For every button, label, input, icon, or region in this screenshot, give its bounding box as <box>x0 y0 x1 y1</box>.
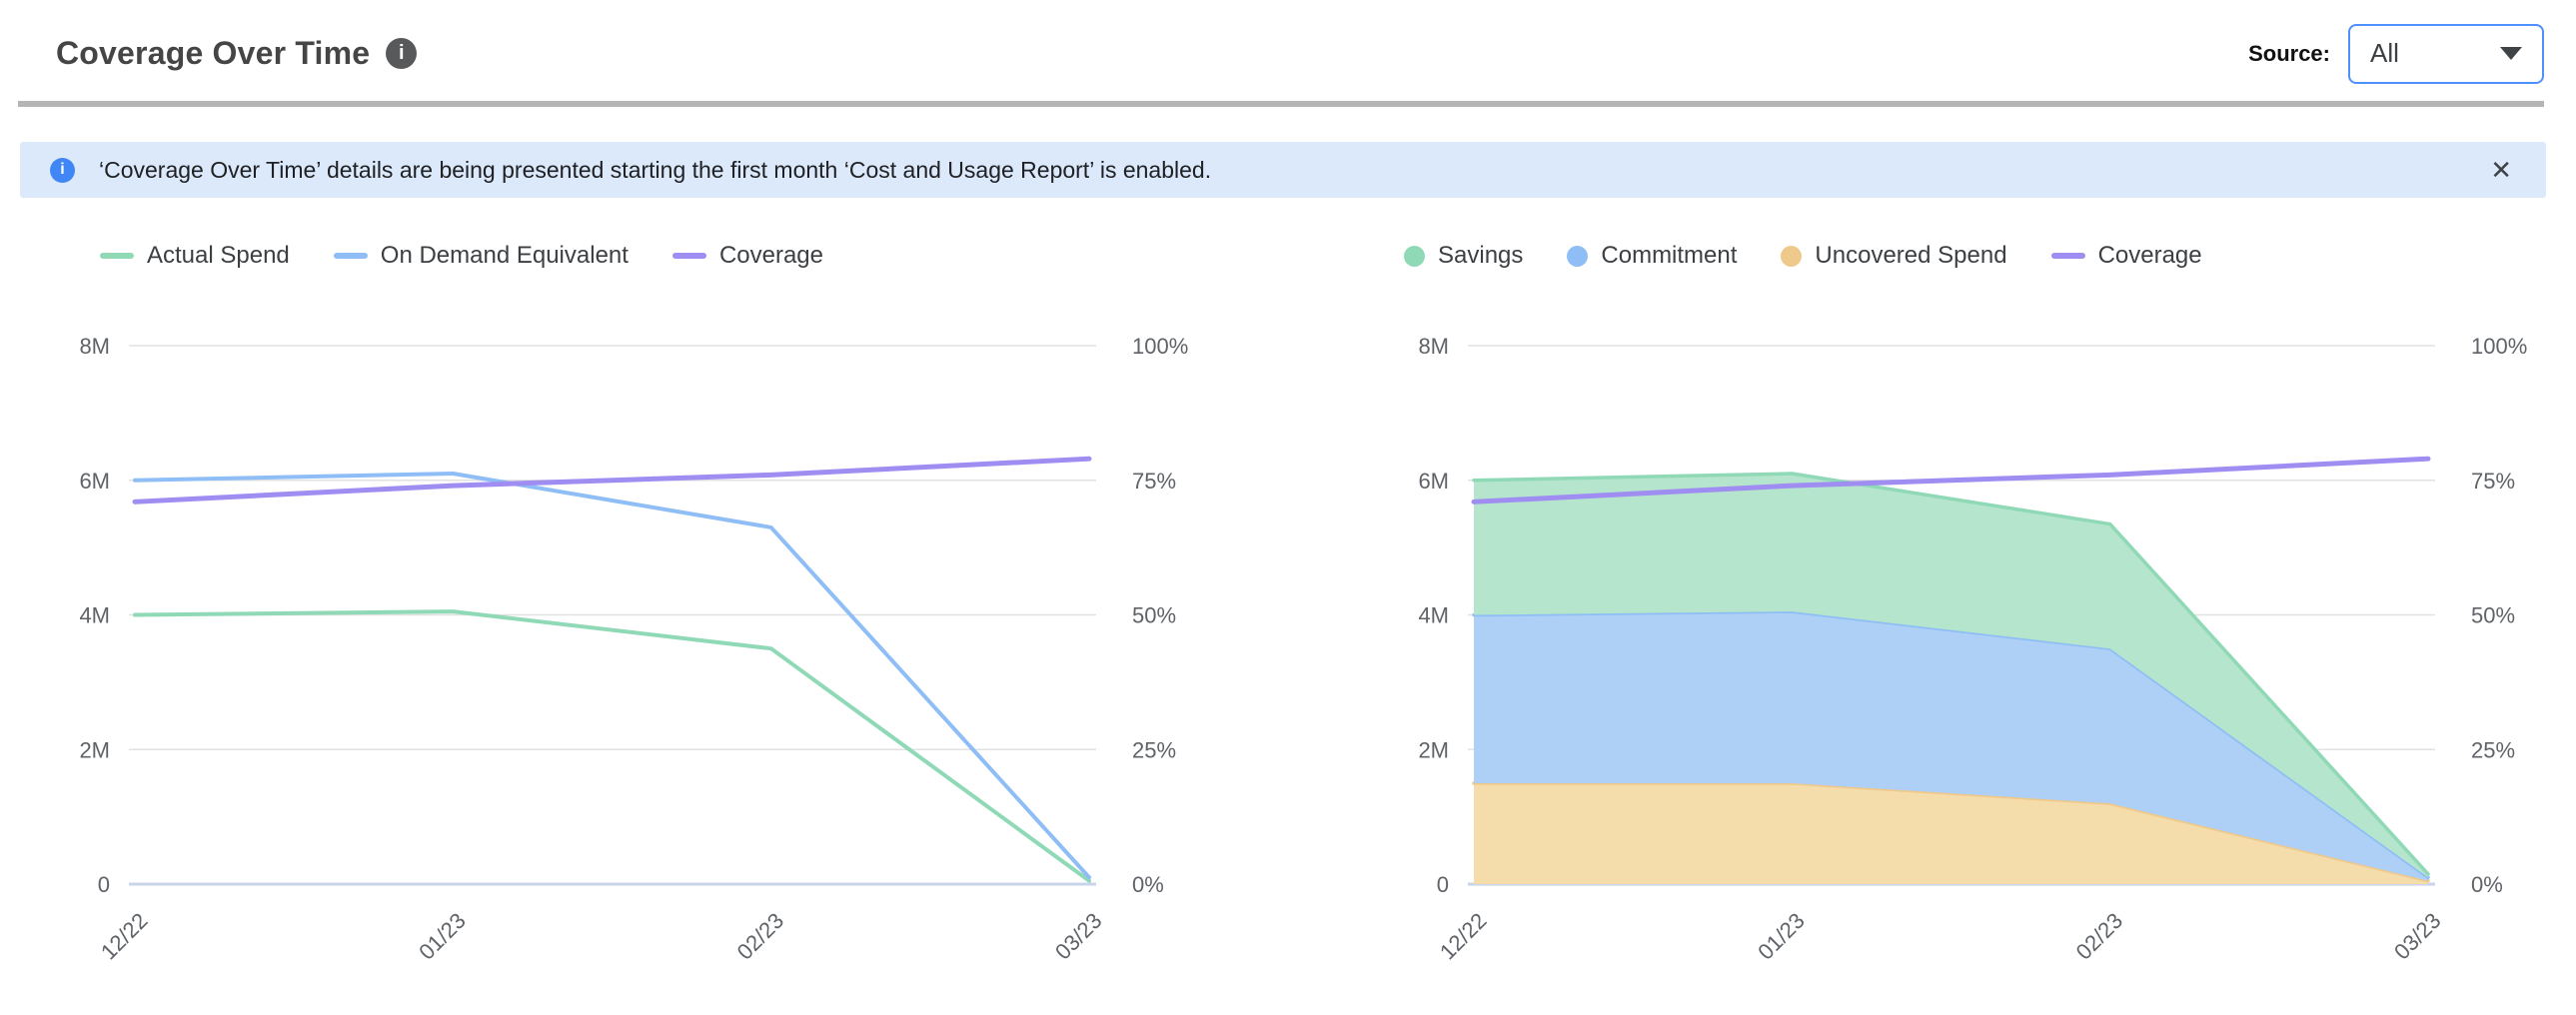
legend-item-on-demand-equivalent[interactable]: On Demand Equivalent <box>333 242 629 270</box>
svg-text:03/23: 03/23 <box>2389 908 2446 965</box>
legend-label: Actual Spend <box>147 242 290 269</box>
source-filter: Source: All <box>2248 23 2544 84</box>
x-axis-labels: 12/22 01/23 02/23 03/23 <box>96 908 1107 965</box>
svg-text:4M: 4M <box>79 603 110 628</box>
charts-row: Actual Spend On Demand Equivalent Coverage… <box>0 198 2576 1005</box>
line-chart-panel: Actual Spend On Demand Equivalent Coverage… <box>0 198 1288 1005</box>
legend-label: Savings <box>1438 242 1524 269</box>
svg-text:01/23: 01/23 <box>414 908 471 965</box>
area-savings <box>1474 474 2428 878</box>
info-icon[interactable]: i <box>386 38 418 69</box>
line-chart-legend: Actual Spend On Demand Equivalent Coverage <box>100 240 1288 272</box>
legend-label: Coverage <box>2097 242 2202 269</box>
svg-text:50%: 50% <box>2471 603 2515 628</box>
svg-text:25%: 25% <box>1132 737 1176 762</box>
area-chart-legend: Savings Commitment Uncovered Spend Coverage <box>1404 240 2576 272</box>
series-line-coverage <box>1471 456 2431 505</box>
svg-text:4M: 4M <box>1418 603 1449 628</box>
source-label: Source: <box>2248 40 2330 66</box>
svg-text:8M: 8M <box>1418 334 1449 359</box>
svg-text:50%: 50% <box>1132 603 1176 628</box>
legend-label: On Demand Equivalent <box>380 242 629 269</box>
left-axis-labels: 8M 6M 4M 2M 0 <box>1418 334 1449 897</box>
x-axis-labels: 12/22 01/23 02/23 03/23 <box>1435 908 2446 965</box>
svg-text:0: 0 <box>98 872 110 897</box>
page-title: Coverage Over Time <box>56 35 371 71</box>
series-line-actual-spend <box>133 609 1091 883</box>
svg-text:25%: 25% <box>2471 737 2515 762</box>
right-axis-labels: 100% 75% 50% 25% 0% <box>1132 334 1188 897</box>
header-divider <box>18 101 2544 107</box>
svg-text:0%: 0% <box>1132 872 1164 897</box>
left-axis-labels: 8M 6M 4M 2M 0 <box>79 334 110 897</box>
legend-line-icon <box>333 253 368 259</box>
legend-line-icon <box>2050 253 2085 259</box>
svg-text:100%: 100% <box>2471 334 2527 359</box>
svg-text:12/22: 12/22 <box>1435 908 1492 965</box>
legend-item-savings[interactable]: Savings <box>1404 242 1523 270</box>
widget-header: Coverage Over Time i Source: All <box>0 0 2576 107</box>
line-chart[interactable]: 8M 6M 4M 2M 0 100% 75% 50% 25% 0% 12/22 01/23 02/23 0… <box>40 306 1279 1005</box>
svg-text:100%: 100% <box>1132 334 1188 359</box>
area-uncovered-spend <box>1474 782 2428 884</box>
legend-item-uncovered-spend[interactable]: Uncovered Spend <box>1781 242 2007 270</box>
svg-text:2M: 2M <box>1418 737 1449 762</box>
svg-text:0: 0 <box>1437 872 1449 897</box>
legend-dot-icon <box>1781 245 1803 267</box>
svg-text:02/23: 02/23 <box>2071 908 2128 965</box>
stacked-area-chart[interactable]: 8M 6M 4M 2M 0 100% 75% 50% 25% 0% 12/22 01/23 02/23 0… <box>1379 306 2576 1005</box>
series-line-coverage <box>132 456 1092 505</box>
legend-label: Coverage <box>718 242 823 269</box>
legend-item-coverage[interactable]: Coverage <box>2050 242 2202 270</box>
svg-text:12/22: 12/22 <box>96 908 153 965</box>
legend-item-commitment[interactable]: Commitment <box>1567 242 1737 270</box>
info-banner: i ‘Coverage Over Time’ details are being… <box>20 142 2546 198</box>
source-select-value: All <box>2370 38 2399 68</box>
svg-text:75%: 75% <box>2471 469 2515 494</box>
legend-label: Commitment <box>1601 242 1738 269</box>
close-icon[interactable]: ✕ <box>2490 155 2512 185</box>
info-icon: i <box>50 157 75 183</box>
svg-text:2M: 2M <box>79 737 110 762</box>
stacked-area-chart-panel: Savings Commitment Uncovered Spend Coverage… <box>1288 198 2576 1005</box>
legend-item-actual-spend[interactable]: Actual Spend <box>100 242 290 270</box>
svg-text:02/23: 02/23 <box>732 908 789 965</box>
legend-item-coverage[interactable]: Coverage <box>671 242 823 270</box>
svg-text:0%: 0% <box>2471 872 2503 897</box>
legend-dot-icon <box>1404 245 1425 267</box>
right-axis-labels: 100% 75% 50% 25% 0% <box>2471 334 2527 897</box>
legend-dot-icon <box>1567 245 1589 267</box>
legend-line-icon <box>100 253 134 259</box>
area-commitment <box>1474 611 2428 881</box>
banner-message: ‘Coverage Over Time’ details are being p… <box>99 156 1212 183</box>
svg-text:8M: 8M <box>79 334 110 359</box>
svg-text:03/23: 03/23 <box>1050 908 1107 965</box>
stacked-areas <box>1472 472 2430 884</box>
svg-text:75%: 75% <box>1132 469 1176 494</box>
svg-text:6M: 6M <box>1418 469 1449 494</box>
svg-text:6M: 6M <box>79 469 110 494</box>
caret-down-icon <box>2500 47 2522 60</box>
source-select[interactable]: All <box>2348 23 2544 84</box>
legend-label: Uncovered Spend <box>1815 242 2007 269</box>
svg-text:01/23: 01/23 <box>1753 908 1810 965</box>
legend-line-icon <box>671 253 706 259</box>
series-line-on-demand-equivalent <box>133 472 1091 880</box>
